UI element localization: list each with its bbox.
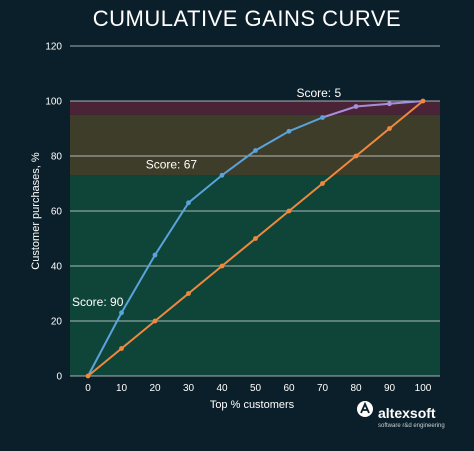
- x-tick-label: 10: [116, 383, 128, 394]
- score-bands: [70, 101, 440, 376]
- model-point: [387, 101, 392, 107]
- score-band-1: [70, 114, 440, 176]
- gridlines: [70, 45, 440, 377]
- chart-title: CUMULATIVE GAINS CURVE: [93, 6, 401, 31]
- x-tick-label: 50: [250, 383, 262, 394]
- series-points: [85, 98, 426, 379]
- baseline-point: [186, 291, 191, 296]
- score-band-2: [70, 101, 440, 115]
- brand-logo: altexsoft software r&d engineering: [357, 401, 445, 429]
- y-tick-label: 60: [51, 207, 63, 218]
- brand-tagline: software r&d engineering: [378, 423, 445, 429]
- model-point: [320, 115, 325, 120]
- x-tick-label: 20: [149, 383, 161, 394]
- x-axis-label: Top % customers: [210, 399, 295, 411]
- model-point: [286, 128, 292, 134]
- model-gains-line: [87, 116, 323, 377]
- baseline-point: [320, 181, 325, 186]
- y-tick-label: 0: [56, 372, 62, 383]
- y-axis-label: Customer purchases, %: [30, 152, 42, 270]
- model-point: [119, 310, 124, 316]
- model-point: [353, 104, 359, 109]
- score-annotations: Score: 90 Score: 67 Score: 5: [72, 86, 341, 309]
- x-tick-label: 0: [85, 383, 91, 394]
- score-annotation: Score: 90: [72, 295, 124, 309]
- y-tick-label: 120: [45, 42, 62, 53]
- baseline-point: [420, 98, 426, 104]
- baseline-point: [387, 126, 392, 131]
- x-tick-label: 40: [216, 383, 228, 394]
- x-tick-label: 70: [317, 383, 329, 394]
- score-annotation: Score: 5: [296, 86, 341, 100]
- model-point: [152, 252, 158, 258]
- altexsoft-logo-icon: [357, 401, 373, 417]
- score-band-0: [70, 175, 440, 376]
- baseline-point: [219, 263, 225, 269]
- y-tick-label: 100: [45, 97, 62, 108]
- baseline-point: [253, 236, 258, 241]
- model-point: [253, 148, 258, 153]
- x-tick-label: 100: [415, 383, 432, 394]
- baseline-point: [286, 208, 292, 214]
- model-point: [219, 172, 225, 178]
- x-tick-label: 90: [384, 383, 396, 394]
- baseline-point: [119, 346, 124, 351]
- y-tick-label: 20: [51, 317, 63, 328]
- x-tick-label: 80: [350, 383, 362, 394]
- brand-name: altexsoft: [378, 405, 436, 421]
- model-point: [186, 200, 191, 206]
- x-tick-label: 30: [183, 383, 195, 394]
- y-tick-label: 40: [51, 262, 63, 273]
- y-tick-label: 80: [51, 152, 63, 163]
- y-tick-labels: 0 20 40 60 80 100 120: [45, 42, 62, 383]
- x-tick-labels: 0 10 20 30 40 50 60 70 80 90 100: [85, 383, 432, 394]
- baseline-point: [353, 153, 359, 159]
- model-gains-line-top-band: [322, 100, 424, 119]
- score-annotation: Score: 67: [146, 157, 198, 171]
- baseline-point: [85, 373, 91, 379]
- x-tick-label: 60: [283, 383, 295, 394]
- baseline-point: [152, 318, 158, 324]
